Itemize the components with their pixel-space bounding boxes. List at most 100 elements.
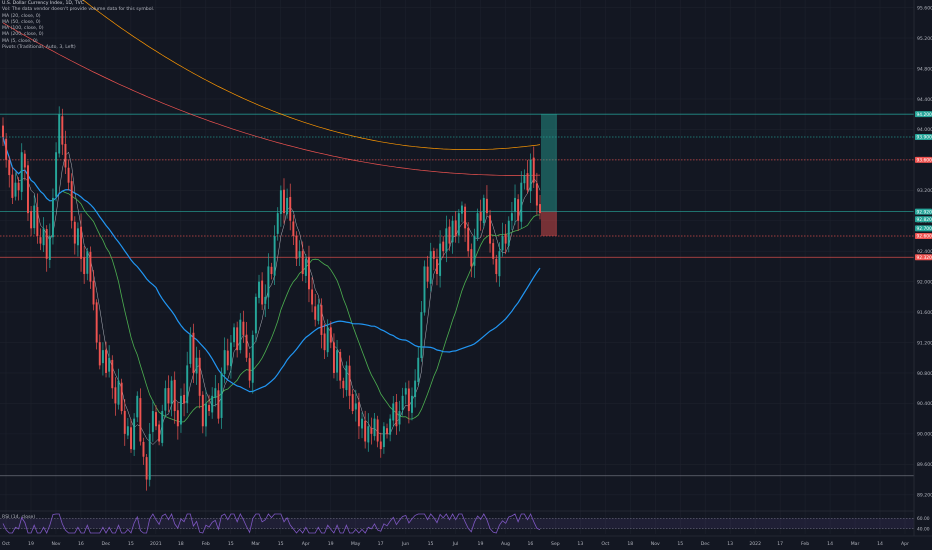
candle[interactable] [470,249,473,267]
candle[interactable] [357,402,360,427]
candle[interactable] [148,433,151,480]
candle[interactable] [226,350,229,366]
candle[interactable] [439,243,442,276]
candle[interactable] [392,403,395,421]
candle[interactable] [189,334,192,364]
candle[interactable] [495,258,498,275]
candle[interactable] [454,220,457,236]
candle[interactable] [136,395,139,418]
position-target-zone[interactable] [541,114,557,212]
candle[interactable] [386,428,388,434]
candle[interactable] [429,251,432,284]
candle[interactable] [364,420,367,442]
candle[interactable] [120,382,123,412]
candle[interactable] [270,266,273,275]
candle[interactable] [195,357,198,374]
candle[interactable] [320,305,323,335]
candle[interactable] [211,395,214,413]
candle[interactable] [95,302,98,343]
candle[interactable] [51,197,54,238]
legend-title[interactable]: U.S. Dollar Currency Index, 1D, TVC [2,1,84,6]
legend-line[interactable]: MA (50, close, 0) [2,19,41,25]
candle[interactable] [417,357,420,382]
candle[interactable] [423,266,426,313]
candle[interactable] [45,229,48,259]
candle[interactable] [70,181,73,221]
candle[interactable] [273,235,276,276]
candle[interactable] [139,398,142,442]
rsi-pane[interactable]: 60.00 40.00 [0,512,930,534]
candle[interactable] [317,304,320,321]
candle[interactable] [476,213,479,238]
candle[interactable] [220,372,223,418]
candle[interactable] [510,213,513,221]
candle[interactable] [123,410,126,434]
candle[interactable] [261,280,264,305]
candle[interactable] [61,116,64,145]
candle[interactable] [351,394,354,412]
candle[interactable] [514,197,516,212]
candle[interactable] [298,251,301,258]
candle[interactable] [464,206,467,229]
candle[interactable] [17,182,20,191]
candle[interactable] [404,388,407,395]
candle[interactable] [42,228,45,246]
candle[interactable] [217,390,220,419]
candle[interactable] [535,183,538,206]
candle[interactable] [108,357,111,372]
candle[interactable] [105,349,107,373]
candle[interactable] [445,228,448,252]
candle[interactable] [336,350,339,373]
candle[interactable] [267,266,270,298]
time-axis[interactable]: Oct 19 Nov 16 Dec 15 2021 18 Feb 15 Mar 15 Apr 19 May 1… [0,535,932,547]
candle[interactable] [23,153,26,168]
candle[interactable] [407,388,410,412]
candle[interactable] [126,426,129,436]
candle[interactable] [498,251,501,277]
candle[interactable] [170,380,173,404]
legend-line[interactable]: Pivots (Traditional, Auto, 3, Left) [2,45,76,51]
rsi-line[interactable] [2,512,541,534]
candle[interactable] [204,403,207,427]
candle[interactable] [30,211,33,229]
candle[interactable] [451,220,454,243]
candle[interactable] [48,235,51,260]
candle[interactable] [361,418,364,429]
candle[interactable] [442,241,445,252]
candle[interactable] [304,258,307,276]
candles[interactable] [2,106,541,491]
candle[interactable] [501,235,504,251]
candle[interactable] [164,388,167,411]
candle[interactable] [242,321,245,335]
candle[interactable] [398,411,401,425]
candle[interactable] [279,190,282,214]
candle[interactable] [532,157,535,183]
candle[interactable] [36,207,39,236]
candle[interactable] [14,182,17,197]
candle[interactable] [223,350,226,374]
candle[interactable] [133,418,136,450]
candle[interactable] [323,333,326,351]
candle[interactable] [5,138,8,160]
candle[interactable] [373,418,376,437]
candle[interactable] [254,296,257,334]
candle[interactable] [504,234,507,244]
candle[interactable] [11,174,14,198]
candle[interactable] [236,327,239,351]
candle[interactable] [382,426,385,448]
candle[interactable] [489,215,492,244]
candle[interactable] [276,213,279,234]
candle[interactable] [58,114,61,154]
candle[interactable] [539,204,541,214]
candle[interactable] [198,357,201,396]
candle[interactable] [251,334,254,383]
candle[interactable] [214,388,217,399]
rsi-legend[interactable]: RSI (14, close) [2,515,36,520]
candle[interactable] [295,235,298,259]
candle[interactable] [67,167,70,183]
candle[interactable] [161,411,164,443]
candle[interactable] [389,418,392,435]
candle[interactable] [376,419,379,442]
candle[interactable] [89,251,92,282]
